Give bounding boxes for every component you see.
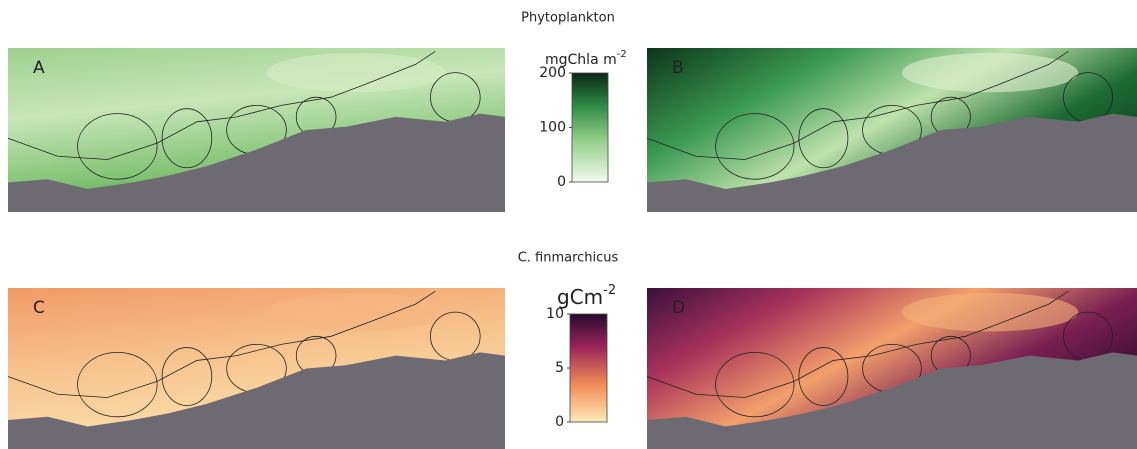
map-field-patch (901, 292, 1079, 332)
region-outline (161, 347, 213, 406)
colorbar (569, 313, 608, 423)
unit-exponent: -2 (617, 49, 627, 60)
coastline (646, 290, 1069, 398)
colorbar-tick-label: 10 (546, 306, 564, 322)
colorbar-tick-label: 0 (555, 414, 564, 430)
region-outline (77, 113, 158, 180)
map-field-patch (266, 292, 446, 332)
coastline (646, 50, 1069, 160)
map-panel: D (646, 288, 1137, 449)
colorbar-tick-label: 0 (557, 174, 566, 190)
land (647, 352, 1137, 449)
coastline (7, 290, 436, 398)
unit-text: mgChla m (545, 52, 617, 68)
colorbar-tick-label: 200 (539, 65, 566, 81)
region-outline (77, 351, 158, 418)
region-outline (715, 351, 795, 418)
map-field-patch (266, 52, 446, 93)
coastline (7, 50, 436, 160)
section-title: Phytoplankton (521, 11, 615, 26)
map-panel: A (7, 48, 505, 212)
map-panel: B (646, 48, 1137, 212)
panel-label: A (33, 58, 45, 78)
map-panel: C (7, 288, 505, 449)
unit-exponent: -2 (603, 283, 616, 298)
colorbar-unit: gCm-2 (557, 283, 616, 309)
land (8, 352, 505, 449)
region-outline (715, 113, 795, 180)
land (647, 113, 1137, 212)
panel-label: D (672, 298, 685, 318)
panel-label: B (672, 58, 684, 78)
colorbar-tick-label: 100 (539, 120, 566, 136)
colorbar-tick-label: 5 (555, 360, 564, 376)
unit-text: gCm (557, 285, 603, 309)
region-outline (798, 108, 849, 169)
section-title: C. finmarchicus (518, 251, 619, 266)
panel-label: C (33, 298, 45, 318)
land (8, 113, 505, 212)
region-outline (798, 347, 849, 406)
region-outline (161, 108, 213, 169)
colorbar-unit: mgChla m-2 (545, 49, 627, 68)
map-field-patch (901, 52, 1079, 93)
colorbar (571, 72, 609, 183)
